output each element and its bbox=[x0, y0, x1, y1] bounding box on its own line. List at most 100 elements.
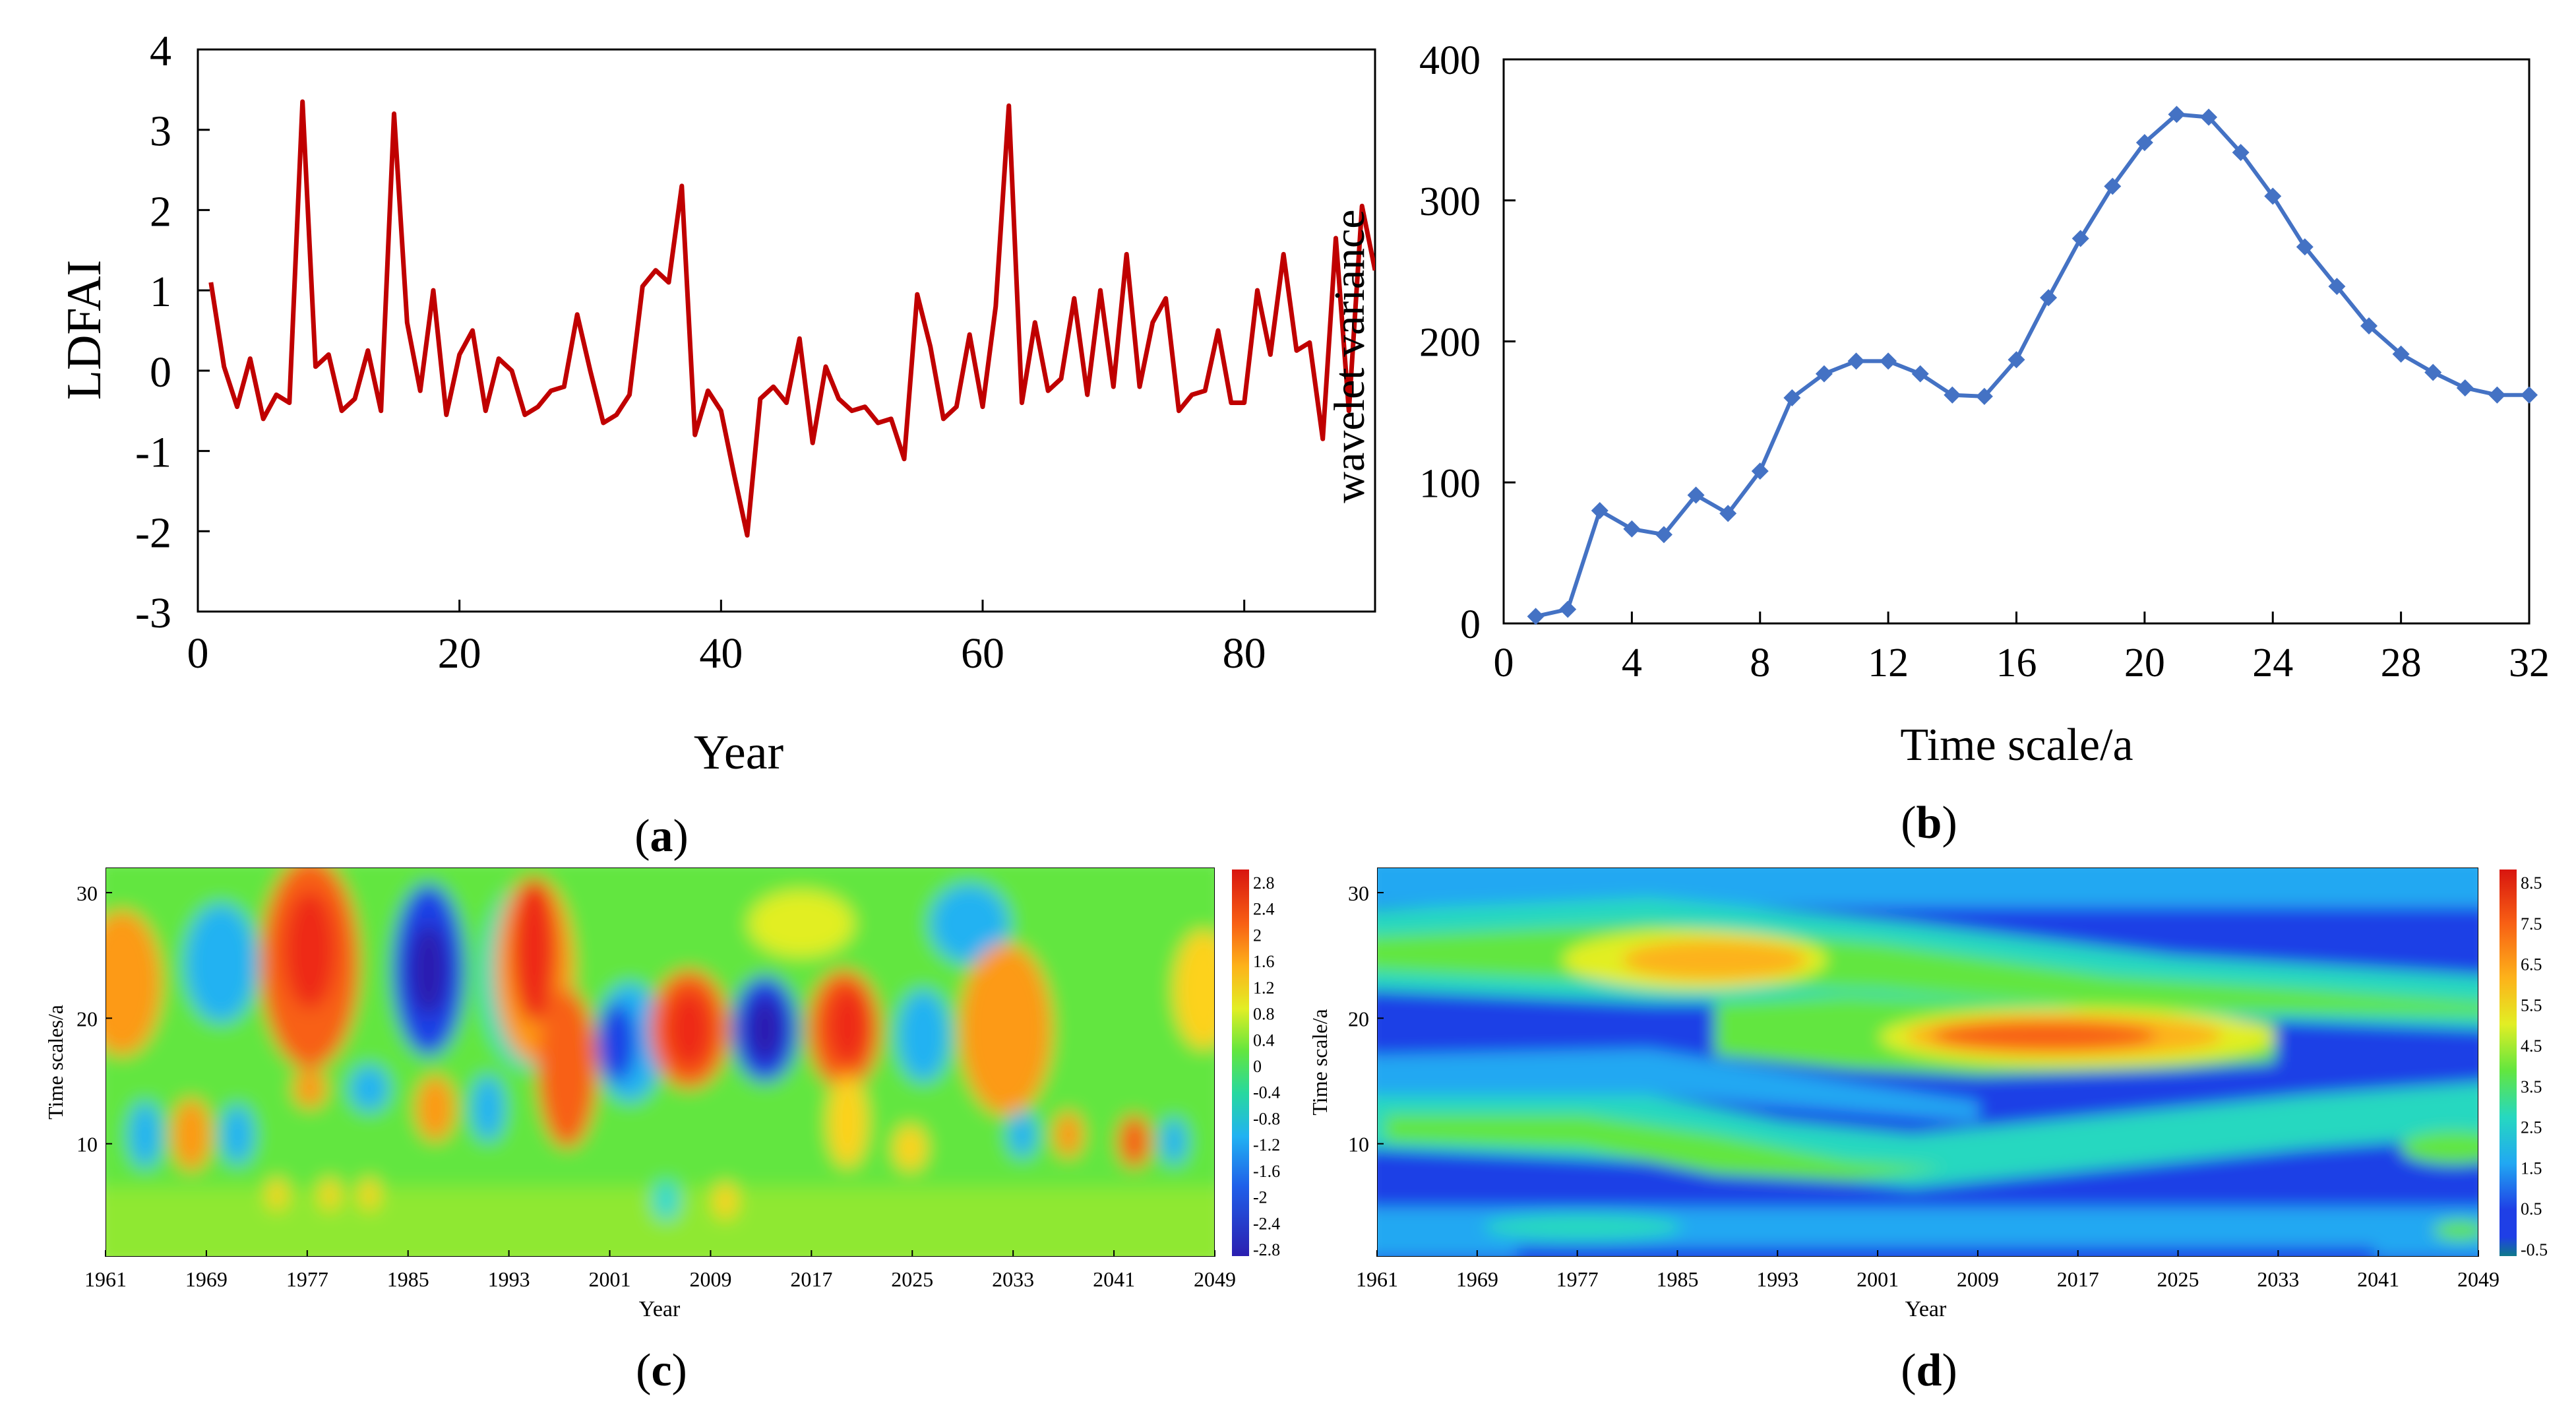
panel-c-blob bbox=[472, 1075, 505, 1141]
panel-d-x-tick-label: 1985 bbox=[1656, 1267, 1698, 1291]
panel-a-y-tick-label: 4 bbox=[150, 27, 171, 75]
panel-c-colorbar-label: -2.4 bbox=[1253, 1214, 1280, 1233]
panel-b-y-tick-label: 400 bbox=[1419, 38, 1481, 83]
panel-c-colorbar-label: -2 bbox=[1253, 1188, 1268, 1207]
panel-c-x-tick-label: 1985 bbox=[387, 1267, 429, 1291]
panel-c-blob bbox=[714, 1182, 737, 1219]
panel-b-x-tick-label: 0 bbox=[1494, 641, 1514, 685]
panel-c-blob bbox=[1054, 1112, 1083, 1158]
panel-c-y-tick-label: 30 bbox=[77, 881, 98, 905]
panel-b-x-tick-label: 28 bbox=[2381, 641, 2422, 685]
panel-a-x-ticks: 0 20 40 60 80 bbox=[187, 600, 1266, 678]
panel-b-marker bbox=[2456, 379, 2474, 397]
panel-b-marker bbox=[1591, 502, 1609, 519]
panel-c-blob bbox=[221, 1105, 254, 1164]
panel-b-marker bbox=[2488, 386, 2506, 404]
panel-b-y-tick-label: 300 bbox=[1419, 179, 1481, 224]
panel-c-blob bbox=[1174, 930, 1215, 1049]
panel-c-blob bbox=[894, 1125, 927, 1171]
panel-d-x-tick-label: 1977 bbox=[1556, 1267, 1599, 1291]
panel-c-x-tick-label: 1977 bbox=[286, 1267, 328, 1291]
panel-c-blob bbox=[653, 1181, 679, 1220]
panel-b-marker bbox=[1815, 365, 1833, 383]
panel-d-colorbar-label: -0.5 bbox=[2521, 1240, 2548, 1259]
panel-d-blob bbox=[1484, 1214, 1682, 1240]
panel-b-marker bbox=[1944, 386, 1961, 404]
panel-a-x-tick-label: 40 bbox=[699, 629, 743, 678]
panel-c-colorbar-label: 0.4 bbox=[1253, 1030, 1275, 1050]
panel-b-marker bbox=[1847, 352, 1865, 370]
panel-d-y-tick-label: 10 bbox=[1348, 1133, 1369, 1156]
panel-d-x-tick-label: 2033 bbox=[2257, 1267, 2299, 1291]
panel-d-colorbar-label: 8.5 bbox=[2521, 873, 2542, 893]
panel-c-x-tick-label: 2009 bbox=[689, 1267, 731, 1291]
panel-b-marker bbox=[1880, 352, 1897, 370]
panel-d-y-axis-title: Time scale/a bbox=[1308, 1009, 1332, 1115]
panel-b-x-tick-label: 24 bbox=[2252, 641, 2293, 685]
panel-c-x-axis-title: Year bbox=[639, 1297, 681, 1321]
panel-d-band bbox=[1377, 1049, 1978, 1122]
panel-d-blob bbox=[2401, 1131, 2478, 1164]
panel-c-blob bbox=[511, 877, 557, 1023]
panel-b-marker bbox=[2135, 134, 2153, 152]
panel-d-colorbar-label: 3.5 bbox=[2521, 1077, 2542, 1096]
panel-c-colorbar-label: 1.2 bbox=[1253, 978, 1275, 997]
panel-d-y-tick-label: 30 bbox=[1348, 881, 1369, 905]
panel-b-marker bbox=[1687, 486, 1705, 504]
panel-b-y-tick-label: 200 bbox=[1419, 321, 1481, 365]
panel-c-blob bbox=[185, 904, 257, 1023]
panel-d-band bbox=[1517, 1247, 2374, 1257]
panel-b-marker bbox=[2040, 289, 2058, 307]
panel-a-x-axis-title: Year bbox=[694, 726, 783, 780]
panel-c-blob bbox=[284, 891, 336, 1009]
panel-c-blob bbox=[267, 1178, 287, 1211]
panel-c-colorbar-label: 1.6 bbox=[1253, 952, 1275, 971]
panel-c-blob bbox=[350, 1065, 389, 1112]
panel-d-y-ticks: 10 20 30 bbox=[1348, 881, 1384, 1156]
panel-d-colorbar-labels: 8.5 7.5 6.5 5.5 4.5 3.5 2.5 1.5 0.5 -0.5 bbox=[2521, 873, 2548, 1259]
panel-c-blob bbox=[171, 1098, 211, 1171]
panel-b-label: (b) bbox=[1901, 798, 1957, 848]
panel-b-marker bbox=[1623, 520, 1641, 538]
panel-c-colorbar bbox=[1232, 870, 1249, 1256]
panel-b-marker bbox=[2104, 177, 2122, 195]
panel-c-x-tick-label: 2025 bbox=[891, 1267, 933, 1291]
panel-b-marker bbox=[1527, 608, 1545, 625]
panel-c-colorbar-label: -2.8 bbox=[1253, 1240, 1280, 1259]
panel-c-y-tick-label: 20 bbox=[77, 1007, 98, 1030]
panel-c-blob bbox=[1161, 1118, 1187, 1164]
panel-b-marker bbox=[1783, 389, 1801, 406]
panel-a-x-tick-label: 0 bbox=[187, 629, 209, 678]
panel-d-blob bbox=[1932, 1021, 2157, 1050]
panel-c-x-tick-label: 2001 bbox=[589, 1267, 631, 1291]
panel-c-blob bbox=[415, 1075, 455, 1141]
panel-c-x-tick-label: 1969 bbox=[185, 1267, 228, 1291]
panel-d-colorbar-label: 0.5 bbox=[2521, 1199, 2542, 1218]
panel-b-marker bbox=[1975, 387, 1993, 405]
panel-c-colorbar-label: -1.6 bbox=[1253, 1162, 1280, 1181]
panel-c-blob bbox=[897, 990, 950, 1082]
panel-b-y-ticks: 0 100 200 300 400 bbox=[1419, 38, 1516, 647]
panel-a-plot-frame bbox=[197, 48, 1376, 613]
panel-c-blob bbox=[359, 1178, 379, 1211]
panel-d-x-tick-label: 1993 bbox=[1756, 1267, 1798, 1291]
panel-c-y-ticks: 10 20 30 bbox=[77, 881, 112, 1156]
panel-b-series-line bbox=[1535, 112, 2529, 619]
panel-b-x-tick-label: 12 bbox=[1868, 641, 1909, 685]
panel-d-x-tick-label: 2009 bbox=[1957, 1267, 1999, 1291]
panel-d-colorbar-label: 1.5 bbox=[2521, 1158, 2542, 1178]
panel-c-blob bbox=[960, 943, 1052, 1115]
panel-b-x-tick-label: 20 bbox=[2124, 641, 2165, 685]
panel-a-y-tick-label: 2 bbox=[150, 187, 171, 236]
panel-d-x-tick-label: 2049 bbox=[2457, 1267, 2499, 1291]
panel-d-colorbar-label: 2.5 bbox=[2521, 1118, 2542, 1137]
panel-b-marker bbox=[1559, 600, 1577, 618]
panel-c-blob bbox=[106, 910, 162, 1056]
panel-c-colorbar-label: -1.2 bbox=[1253, 1135, 1280, 1154]
panel-c-blob bbox=[409, 924, 448, 1016]
panel-a-x-tick-label: 60 bbox=[961, 629, 1004, 678]
panel-a-y-tick-label: -1 bbox=[135, 429, 171, 477]
panel-d-blob bbox=[2434, 1220, 2478, 1240]
panel-b-marker bbox=[1911, 365, 1929, 383]
panel-c-blob bbox=[747, 996, 783, 1062]
